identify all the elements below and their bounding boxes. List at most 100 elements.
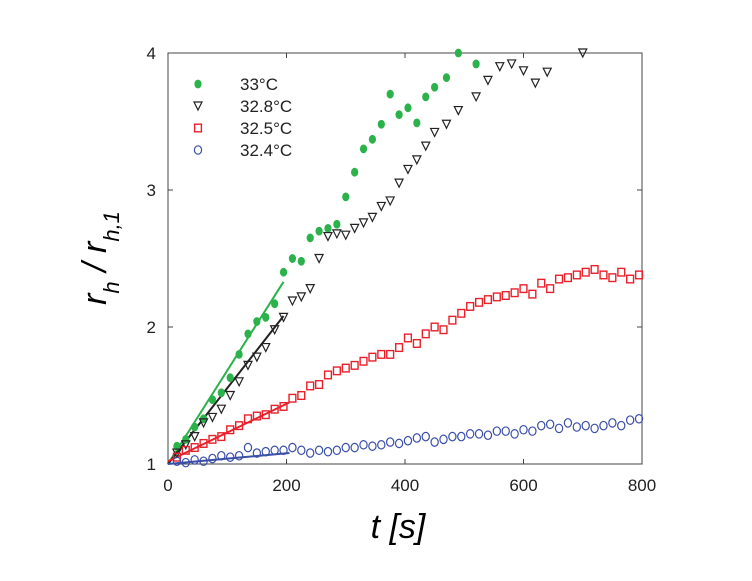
data-point-series-0 — [297, 256, 305, 266]
data-point-series-3 — [510, 429, 519, 439]
data-point-series-2 — [377, 349, 386, 359]
data-point-series-2 — [332, 366, 341, 376]
data-point-series-2 — [466, 301, 475, 311]
data-point-series-1 — [278, 312, 289, 323]
data-point-series-3 — [181, 457, 190, 468]
axis-ticks: 0 200 400 600 800 1 2 3 4 — [147, 44, 657, 495]
data-point-series-3 — [483, 430, 493, 441]
data-point-series-1 — [441, 119, 452, 130]
data-point-series-1 — [234, 377, 245, 388]
data-point-series-0 — [182, 434, 190, 444]
data-point-series-3 — [234, 450, 244, 461]
data-point-series-2 — [581, 267, 590, 277]
data-point-series-2 — [297, 391, 306, 401]
data-point-series-1 — [340, 230, 351, 241]
data-point-series-1 — [251, 352, 262, 363]
data-point-series-3 — [226, 452, 235, 462]
legend-label: 32.4°C — [240, 141, 292, 160]
data-point-series-1 — [225, 390, 236, 401]
data-point-series-1 — [577, 48, 588, 59]
data-point-series-2 — [528, 289, 537, 299]
data-point-series-0 — [315, 226, 323, 236]
data-point-series-1 — [518, 66, 529, 77]
data-point-series-0 — [472, 59, 480, 69]
data-point-series-2 — [279, 401, 288, 411]
data-point-series-0 — [342, 192, 350, 202]
data-point-series-2 — [572, 270, 581, 280]
data-point-series-2 — [492, 292, 501, 302]
data-point-series-3 — [608, 418, 617, 428]
data-point-series-2 — [359, 356, 368, 366]
data-point-series-1 — [542, 67, 553, 78]
data-point-series-1 — [376, 201, 387, 212]
data-point-series-3 — [421, 431, 430, 442]
data-point-series-0 — [288, 254, 297, 263]
data-point-series-1 — [243, 360, 253, 371]
y-tick-label: 4 — [147, 44, 156, 63]
data-point-series-2 — [634, 270, 644, 280]
data-point-series-1 — [506, 59, 517, 70]
data-point-series-2 — [323, 370, 333, 380]
data-point-series-3 — [599, 420, 608, 431]
data-point-series-0 — [279, 267, 288, 277]
data-point-series-3 — [243, 442, 253, 453]
data-point-series-1 — [453, 105, 464, 116]
data-point-series-2 — [199, 438, 208, 448]
data-point-series-1 — [411, 155, 422, 166]
y-axis-title: rh / rh,1 — [76, 211, 124, 305]
data-point-series-0 — [226, 373, 234, 383]
data-point-series-3 — [190, 455, 199, 465]
data-point-series-2 — [368, 352, 377, 362]
legend: 33°C 32.8°C 32.5°C 32.4°C — [193, 75, 292, 160]
data-point-series-2 — [403, 333, 413, 343]
data-point-series-3 — [528, 426, 537, 436]
data-point-series-1 — [482, 75, 493, 86]
fit-line-3 — [167, 452, 290, 465]
data-point-series-1 — [296, 292, 307, 303]
data-point-series-1 — [269, 325, 280, 336]
data-point-series-3 — [199, 456, 208, 467]
data-point-series-3 — [617, 420, 626, 431]
data-point-series-2 — [457, 308, 466, 318]
data-point-series-1 — [471, 92, 482, 103]
fit-line-0 — [167, 281, 285, 465]
data-point-series-2 — [217, 432, 226, 442]
data-point-series-3 — [385, 437, 395, 447]
data-point-series-0 — [431, 82, 439, 92]
data-point-series-0 — [253, 317, 261, 326]
data-point-series-2 — [270, 404, 279, 414]
data-point-series-0 — [386, 89, 394, 99]
data-point-series-3 — [332, 445, 342, 456]
data-point-series-0 — [377, 119, 385, 129]
data-point-series-2 — [501, 290, 510, 300]
data-point-series-2 — [590, 264, 599, 274]
data-point-series-0 — [271, 299, 279, 309]
data-point-series-2 — [483, 295, 493, 305]
data-point-series-1 — [287, 296, 298, 307]
x-tick-label: 0 — [163, 476, 172, 495]
data-point-series-3 — [634, 413, 644, 424]
data-point-series-0 — [368, 134, 377, 144]
data-point-series-3 — [448, 431, 457, 442]
data-point-series-2 — [394, 343, 404, 353]
data-point-series-2 — [412, 338, 421, 348]
legend-marker — [193, 145, 203, 155]
data-point-series-3 — [297, 445, 306, 456]
data-point-series-3 — [261, 446, 270, 457]
data-point-series-3 — [563, 418, 573, 428]
data-point-series-2 — [599, 270, 608, 280]
data-point-series-3 — [519, 424, 528, 435]
data-point-series-2 — [563, 273, 573, 283]
data-point-series-2 — [314, 380, 324, 390]
data-point-series-2 — [554, 274, 564, 284]
data-point-series-0 — [395, 110, 403, 120]
data-point-series-2 — [510, 288, 519, 298]
x-tick-label: 600 — [509, 476, 537, 495]
data-point-series-1 — [394, 178, 405, 189]
data-point-series-0 — [359, 144, 368, 154]
data-point-series-2 — [448, 315, 457, 325]
data-point-series-0 — [191, 422, 199, 432]
data-point-series-0 — [173, 441, 181, 451]
data-point-series-2 — [386, 349, 395, 359]
